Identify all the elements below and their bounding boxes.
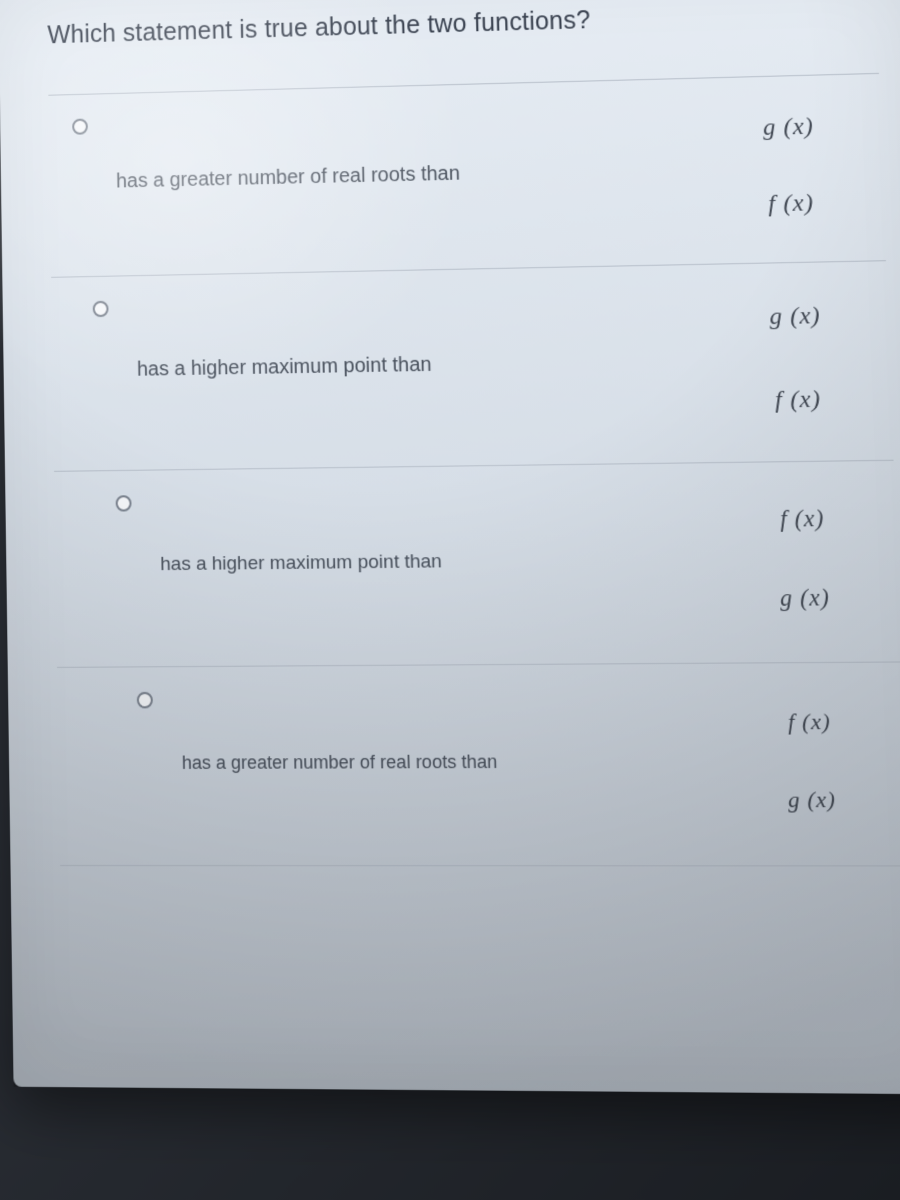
answer-option[interactable]: has a higher maximum point than g (x) f …	[51, 261, 893, 472]
math-expression-top: f (x)	[787, 708, 831, 736]
option-text: has a higher maximum point than	[160, 548, 711, 576]
math-expression-top: g (x)	[762, 113, 814, 142]
option-text: has a greater number of real roots than	[182, 750, 718, 774]
option-body: has a higher maximum point than g (x) f …	[136, 280, 893, 446]
answer-option[interactable]: has a greater number of real roots than …	[48, 74, 886, 278]
expression-stack: f (x) g (x)	[715, 708, 900, 814]
expression-stack: g (x) f (x)	[702, 301, 892, 415]
math-expression-top: g (x)	[769, 303, 821, 332]
radio-button[interactable]	[72, 119, 88, 135]
answer-option[interactable]: has a greater number of real roots than …	[57, 663, 900, 867]
math-expression-bottom: f (x)	[768, 190, 814, 219]
radio-button[interactable]	[116, 495, 132, 511]
quiz-screen: Which statement is true about the two fu…	[0, 0, 900, 1094]
radio-button[interactable]	[93, 301, 109, 317]
math-expression-bottom: f (x)	[775, 386, 822, 415]
radio-button[interactable]	[137, 692, 153, 709]
math-expression-bottom: g (x)	[788, 786, 837, 814]
math-expression-bottom: g (x)	[780, 584, 831, 612]
option-body: has a higher maximum point than f (x) g …	[159, 479, 900, 641]
answer-options-list: has a greater number of real roots than …	[48, 73, 900, 867]
option-text: has a greater number of real roots than	[116, 156, 698, 193]
math-expression-top: f (x)	[780, 505, 825, 533]
option-body: has a greater number of real roots than …	[180, 681, 900, 840]
option-body: has a greater number of real roots than …	[115, 92, 885, 251]
answer-option[interactable]: has a higher maximum point than f (x) g …	[54, 461, 900, 668]
expression-stack: f (x) g (x)	[709, 504, 899, 612]
option-text: has a higher maximum point than	[137, 348, 704, 381]
expression-stack: g (x) f (x)	[696, 112, 884, 220]
question-stem: Which statement is true about the two fu…	[47, 0, 877, 50]
